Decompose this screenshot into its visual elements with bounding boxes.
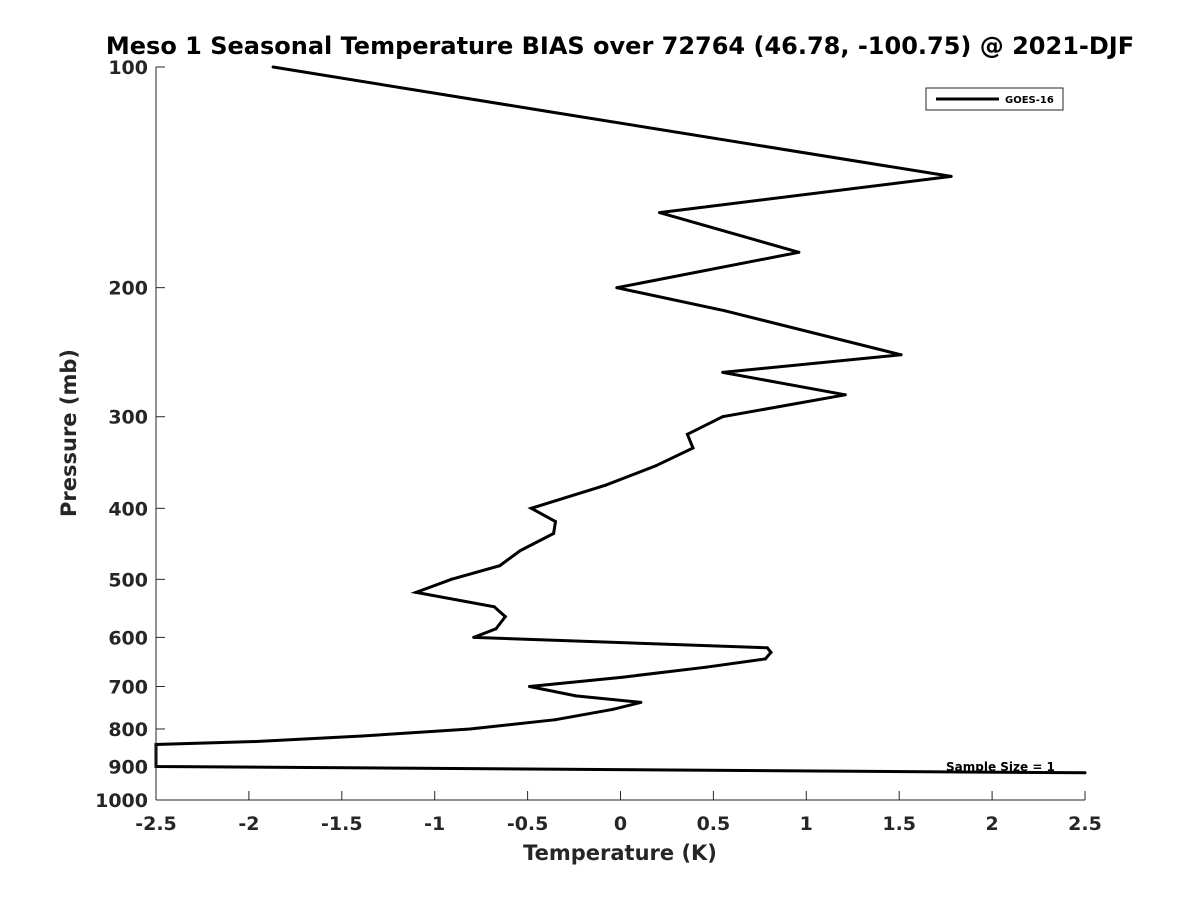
data-point (604, 483, 608, 487)
data-point (529, 506, 533, 510)
x-tick-label: -0.5 (507, 813, 549, 835)
x-axis-label: Temperature (K) (523, 841, 717, 865)
data-point (574, 694, 578, 698)
y-tick-label: 1000 (95, 790, 148, 812)
data-point (704, 665, 708, 669)
legend-label: GOES-16 (1005, 95, 1054, 106)
data-point (414, 590, 418, 594)
data-point (899, 353, 903, 357)
y-tick-label: 700 (108, 676, 148, 698)
x-axis-ticks: -2.5 -2 -1.5 -1 -0.5 0 0.5 1 1.5 2 2.5 (135, 791, 1102, 835)
data-point (546, 110, 550, 113)
data-point (472, 635, 476, 639)
x-tick-label: 1.5 (882, 813, 916, 835)
chart-title: Meso 1 Seasonal Temperature BIAS over 72… (106, 32, 1134, 60)
data-point (769, 650, 773, 654)
x-tick-label: -2 (238, 813, 259, 835)
data-point (492, 605, 496, 609)
data-point (611, 707, 615, 711)
data-point (658, 211, 661, 215)
data-point (554, 520, 557, 524)
data-point (691, 446, 695, 450)
data-point (721, 370, 725, 374)
x-tick-label: 0.5 (697, 813, 731, 835)
data-point (949, 174, 953, 178)
data-point (723, 309, 726, 313)
y-tick-label: 800 (108, 719, 148, 741)
data-point (654, 464, 658, 468)
x-tick-label: 0 (614, 813, 627, 835)
x-tick-label: 2 (985, 813, 998, 835)
y-tick-label: 900 (108, 756, 148, 778)
data-point (554, 718, 557, 722)
data-point (797, 250, 801, 254)
data-point (494, 627, 498, 631)
y-tick-label: 600 (108, 627, 148, 649)
x-tick-label: -1 (424, 813, 445, 835)
y-tick-label: 200 (108, 278, 148, 300)
data-point (528, 685, 531, 688)
data-point (843, 393, 847, 397)
data-point (552, 532, 556, 535)
data-point (1083, 771, 1087, 775)
series-layer (154, 65, 1087, 775)
data-point (615, 286, 619, 290)
data-point (685, 432, 689, 436)
data-point (254, 740, 258, 743)
y-axis-ticks: 100 200 300 400 500 600 700 800 900 1000 (95, 57, 165, 812)
series-line-goes16 (154, 65, 1086, 775)
y-tick-label: 500 (108, 569, 148, 591)
data-point (721, 415, 725, 419)
data-point (468, 727, 472, 731)
sample-size-annotation: Sample Size = 1 (946, 760, 1055, 774)
x-tick-label: 2.5 (1068, 813, 1102, 835)
x-tick-label: -1.5 (321, 813, 363, 835)
x-tick-label: 1 (800, 813, 813, 835)
data-point (639, 700, 643, 704)
data-point (620, 675, 624, 679)
x-tick-label: -2.5 (135, 813, 177, 835)
data-point (763, 657, 767, 661)
legend: GOES-16 (925, 87, 1064, 111)
y-tick-label: 300 (108, 407, 148, 429)
data-point (503, 615, 507, 619)
data-point (518, 549, 522, 553)
data-point (765, 646, 769, 650)
y-tick-label: 400 (108, 498, 148, 520)
data-point (449, 577, 453, 581)
y-tick-label: 100 (108, 57, 148, 79)
data-point (271, 65, 275, 69)
y-axis-label: Pressure (mb) (57, 349, 81, 517)
data-point (498, 564, 502, 568)
data-point (360, 734, 364, 738)
